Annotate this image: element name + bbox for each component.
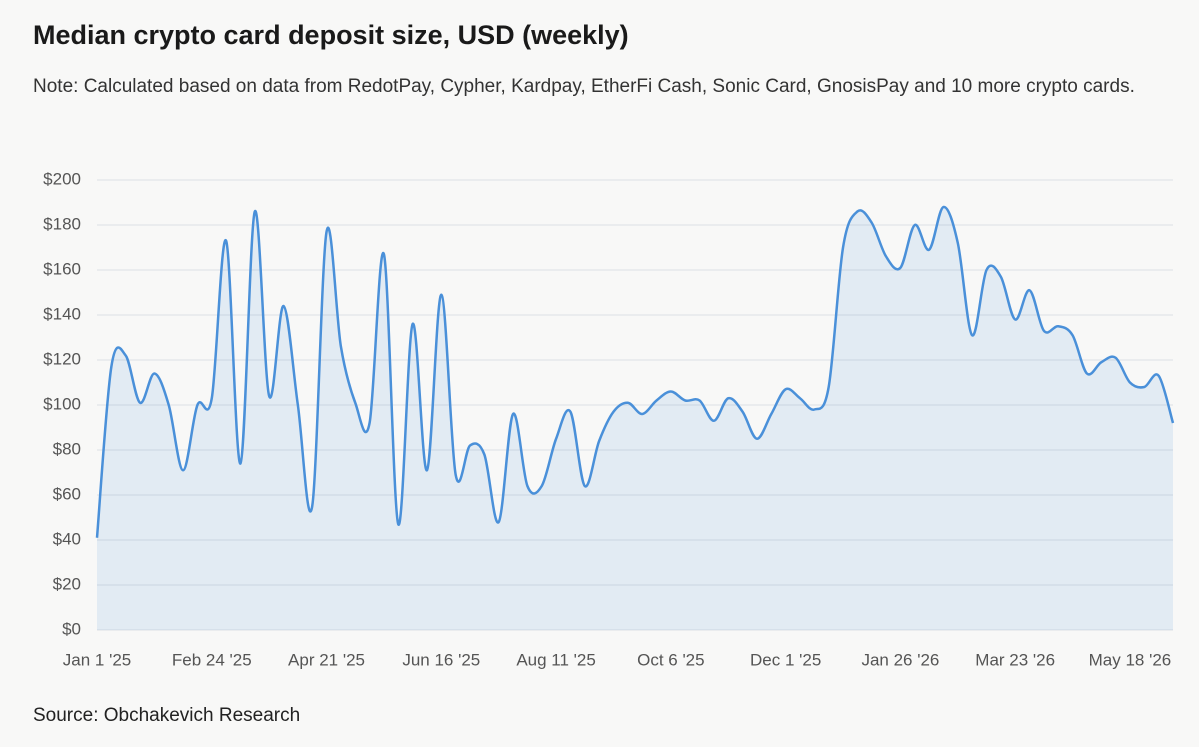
x-tick-label: Jan 26 '26 [861,650,939,669]
x-tick-label: Feb 24 '25 [172,650,252,669]
area [97,206,1173,630]
x-tick-label: Jan 1 '25 [63,650,131,669]
y-tick-label: $100 [43,394,81,413]
chart-subtitle: Note: Calculated based on data from Redo… [33,76,1135,97]
x-tick-label: Aug 11 '25 [516,650,596,669]
y-tick-label: $20 [53,574,81,593]
y-tick-label: $180 [43,214,81,233]
x-tick-label: Dec 1 '25 [750,650,821,669]
y-tick-label: $140 [43,304,81,323]
y-tick-label: $200 [43,169,81,188]
chart: $0 $20 $40 $60 $80 $100 $120 $140 $160 $180 $200 Ja… [43,169,1175,669]
source-note: Source: Obchakevich Research [33,705,301,726]
x-tick-label: Mar 23 '26 [975,650,1055,669]
y-tick-label: $40 [53,529,81,548]
x-tick-label: Apr 21 '25 [288,650,365,669]
line [95,205,1175,538]
x-tick-label: Oct 6 '25 [637,650,705,669]
x-tick-label: May 18 '26 [1089,650,1172,669]
y-tick-label: $0 [62,619,81,638]
y-tick-label: $80 [53,439,81,458]
y-tick-label: $120 [43,349,81,368]
chart-title: Median crypto card deposit size, USD (we… [33,20,629,50]
y-tick-label: $60 [53,484,81,503]
x-tick-label: Jun 16 '25 [402,650,480,669]
y-tick-label: $160 [43,259,81,278]
